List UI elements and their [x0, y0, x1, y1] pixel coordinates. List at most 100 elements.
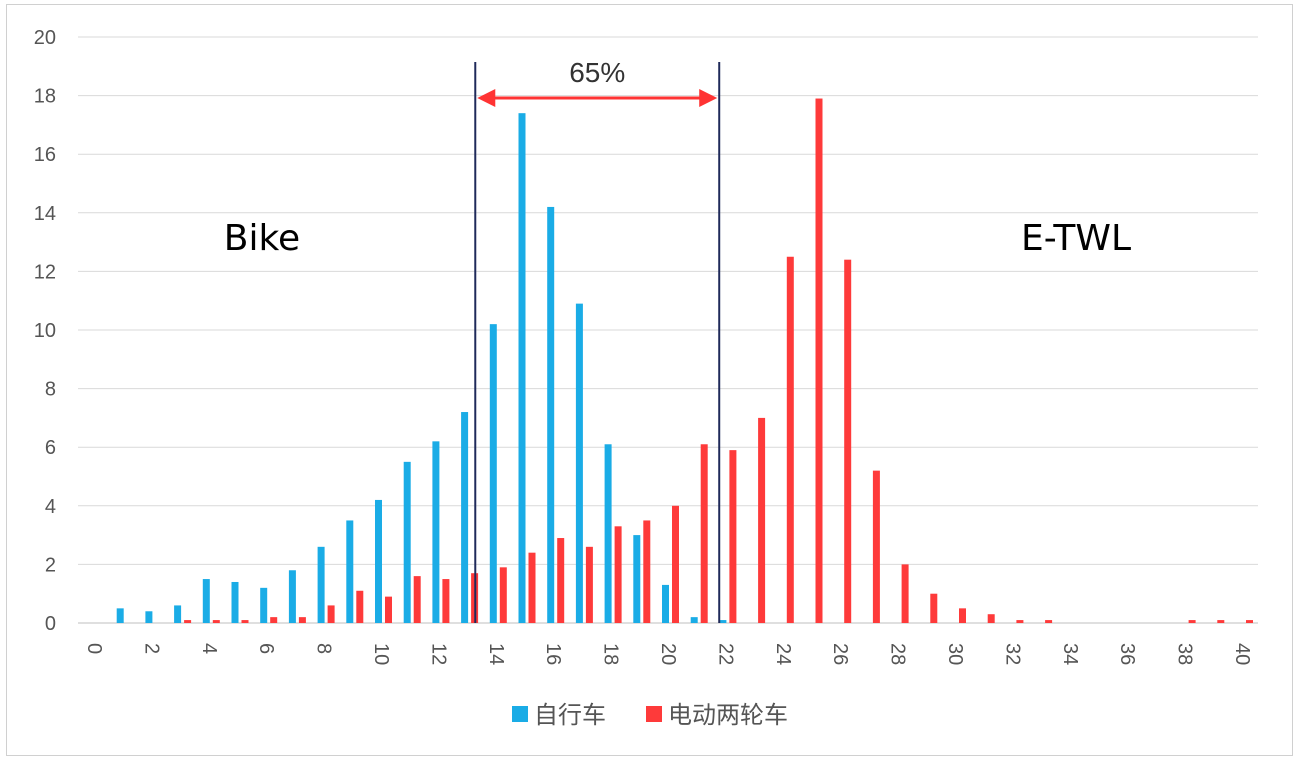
bar-etwl-8 [327, 605, 335, 623]
bar-bike-16 [547, 206, 555, 623]
bar-bike-5 [231, 581, 239, 623]
y-tick-label-2: 2 [45, 554, 56, 576]
bar-etwl-22 [729, 450, 737, 623]
x-tick-label-12: 12 [427, 643, 449, 665]
y-tick-label-6: 6 [45, 437, 56, 459]
bar-etwl-20 [672, 505, 679, 623]
x-tick-label-0: 0 [83, 643, 105, 654]
bar-etwl-31 [987, 614, 995, 623]
x-tick-label-8: 8 [313, 643, 335, 654]
bar-etwl-39 [1217, 620, 1225, 623]
y-tick-label-4: 4 [45, 496, 56, 518]
x-tick-label-24: 24 [772, 643, 794, 665]
y-axis-ticks: 0 2 4 6 8 10 12 14 16 18 20 [34, 27, 56, 635]
x-tick-label-26: 26 [829, 643, 851, 665]
bar-etwl-9 [356, 590, 364, 623]
bar-etwl-26 [844, 259, 852, 623]
legend-label-bike: 自行车 [534, 701, 606, 729]
bar-bike-13 [461, 412, 469, 623]
bar-etwl-7 [298, 617, 306, 623]
legend-swatch-bike [512, 706, 528, 722]
x-tick-label-34: 34 [1059, 643, 1081, 665]
bar-etwl-4 [212, 620, 220, 623]
bike-label: Bike [224, 218, 300, 259]
bar-etwl-12 [442, 579, 450, 623]
bar-etwl-38 [1188, 620, 1196, 623]
bars [116, 98, 1253, 624]
x-tick-label-4: 4 [198, 643, 220, 654]
bar-etwl-29 [930, 593, 938, 623]
bar-bike-11 [403, 461, 411, 623]
x-tick-label-22: 22 [714, 643, 736, 665]
x-tick-label-38: 38 [1174, 643, 1196, 665]
bar-bike-12 [432, 441, 440, 623]
x-tick-label-18: 18 [600, 643, 622, 665]
bar-etwl-16 [557, 538, 565, 623]
bar-etwl-23 [758, 417, 766, 623]
bar-etwl-15 [528, 552, 536, 623]
x-tick-label-6: 6 [255, 643, 277, 654]
bar-bike-1 [116, 608, 124, 623]
legend: 自行车 电动两轮车 [512, 701, 788, 729]
x-tick-label-20: 20 [657, 643, 679, 665]
x-tick-label-14: 14 [485, 643, 507, 665]
bar-bike-2 [145, 611, 153, 623]
x-tick-label-2: 2 [140, 643, 162, 654]
bar-bike-8 [317, 546, 325, 623]
span-percent-label: 65% [569, 57, 625, 88]
etwl-label: E-TWL [1021, 218, 1131, 259]
bar-etwl-18 [614, 526, 622, 623]
bar-bike-14 [489, 324, 497, 623]
bar-bike-20 [662, 584, 669, 623]
x-axis-ticks: 0 2 4 6 8 10 12 14 16 18 20 22 24 26 28 30 32 34 36 38 40 [83, 643, 1253, 665]
span-arrow-head-left [477, 89, 496, 107]
y-tick-label-0: 0 [45, 613, 56, 635]
bar-etwl-21 [700, 444, 708, 623]
span-arrow-head-right [699, 89, 718, 107]
bar-bike-22 [719, 620, 727, 623]
annotations: 65% Bike E-TWL [224, 57, 1131, 623]
bar-etwl-30 [959, 608, 966, 623]
bar-bike-9 [346, 520, 354, 623]
bar-etwl-11 [413, 576, 421, 623]
bar-etwl-3 [184, 620, 192, 623]
y-tick-label-18: 18 [34, 86, 56, 108]
bar-etwl-28 [901, 564, 909, 623]
gridlines [78, 36, 1258, 624]
bar-etwl-27 [872, 470, 880, 623]
x-tick-label-40: 40 [1231, 643, 1253, 665]
bar-etwl-10 [385, 596, 392, 623]
x-tick-label-10: 10 [370, 643, 392, 665]
bar-etwl-14 [499, 567, 507, 623]
bar-bike-10 [375, 499, 382, 623]
x-tick-label-30: 30 [944, 643, 966, 665]
y-tick-label-14: 14 [34, 203, 56, 225]
bar-etwl-33 [1045, 620, 1053, 623]
bar-bike-15 [518, 113, 526, 624]
y-tick-label-8: 8 [45, 379, 56, 401]
legend-swatch-etwl [646, 706, 662, 722]
bar-bike-6 [260, 587, 268, 623]
y-tick-label-10: 10 [34, 320, 56, 342]
x-tick-label-36: 36 [1116, 643, 1138, 665]
y-tick-label-16: 16 [34, 144, 56, 166]
bar-etwl-19 [643, 520, 651, 623]
bar-bike-4 [202, 579, 210, 623]
y-tick-label-12: 12 [34, 261, 56, 283]
bar-etwl-17 [585, 546, 593, 623]
bar-bike-7 [288, 570, 296, 623]
bar-bike-19 [633, 535, 641, 623]
bar-bike-21 [690, 617, 698, 623]
x-tick-label-28: 28 [887, 643, 909, 665]
bar-etwl-25 [815, 98, 823, 623]
chart-frame [6, 4, 1293, 756]
bar-etwl-6 [270, 617, 278, 623]
bar-etwl-40 [1246, 620, 1253, 623]
bar-etwl-5 [241, 620, 249, 623]
x-tick-label-32: 32 [1001, 643, 1023, 665]
bar-bike-3 [174, 605, 182, 623]
bar-etwl-32 [1016, 620, 1024, 623]
legend-label-etwl: 电动两轮车 [668, 701, 788, 729]
x-tick-label-16: 16 [542, 643, 564, 665]
